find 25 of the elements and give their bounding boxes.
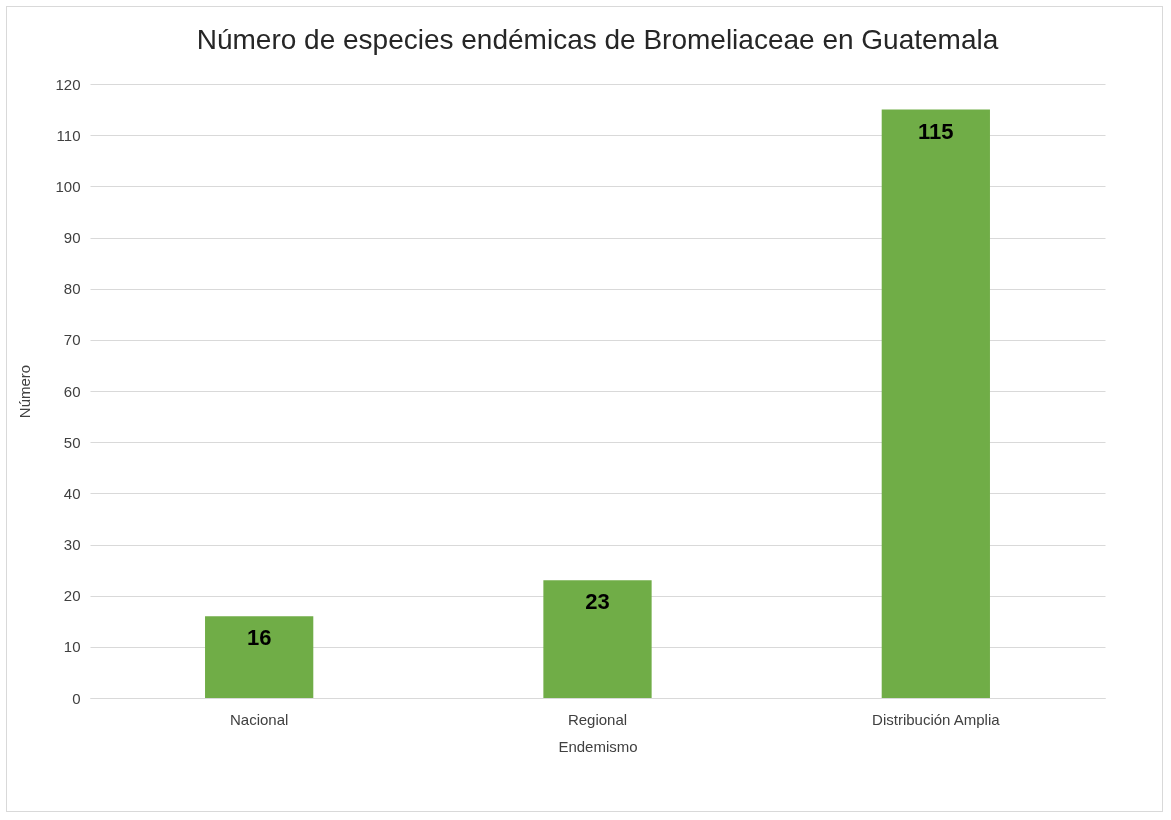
x-tick-label: Distribución Amplia xyxy=(872,710,1001,728)
data-label: 16 xyxy=(246,625,272,651)
y-tick-label: 120 xyxy=(55,75,81,93)
x-tick-label: Nacional xyxy=(229,710,289,728)
y-tick-label: 80 xyxy=(63,280,81,298)
y-axis-title: Número xyxy=(16,364,34,419)
data-label: 115 xyxy=(918,118,954,144)
y-tick-label: 0 xyxy=(72,689,81,707)
y-tick-label: 70 xyxy=(63,331,81,349)
x-tick-label: Regional xyxy=(567,710,628,728)
y-tick-label: 100 xyxy=(55,177,81,195)
y-tick-label: 40 xyxy=(63,484,81,502)
y-tick-label: 30 xyxy=(63,536,81,553)
y-tick-label: 60 xyxy=(63,382,81,400)
y-tick-label: 50 xyxy=(63,433,81,451)
y-tick-label: 10 xyxy=(63,638,81,656)
bar xyxy=(205,616,314,698)
data-label: 23 xyxy=(585,589,610,615)
x-axis-title: Endemismo xyxy=(558,737,638,755)
bar xyxy=(543,580,652,698)
y-tick-label: 110 xyxy=(56,126,81,144)
y-tick-label: 20 xyxy=(63,587,81,605)
bar xyxy=(881,109,990,698)
chart-title: Número de especies endémicas de Bromeliaceae en Guatemala xyxy=(196,24,999,55)
y-tick-label: 90 xyxy=(63,229,81,246)
